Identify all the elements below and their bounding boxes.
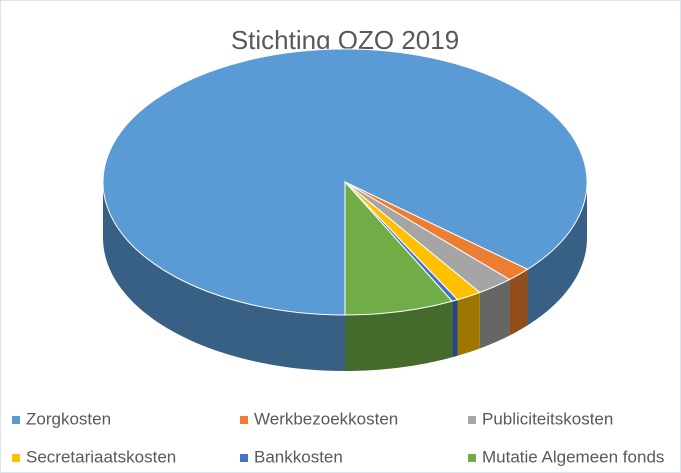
legend-label: Publiciteitskosten [482, 409, 613, 428]
legend-label: Zorgkosten [26, 409, 111, 428]
legend-swatch [240, 416, 248, 424]
legend-swatch [240, 454, 248, 462]
legend-swatch [468, 416, 476, 424]
slice-side [509, 269, 528, 336]
legend-label: Werkbezoekkosten [254, 409, 398, 428]
legend-label: Mutatie Algemeen fonds [482, 447, 664, 466]
legend-swatch [468, 454, 476, 462]
slice-side [527, 182, 587, 326]
legend: Zorgkosten Werkbezoekkosten Publiciteitsko… [12, 409, 664, 466]
pie [102, 48, 588, 371]
slice-side [103, 182, 345, 371]
slice [344, 180, 454, 316]
legend-swatch [12, 454, 20, 462]
legend-swatch [12, 416, 20, 424]
slice-side [479, 279, 510, 349]
slice-side [457, 292, 480, 356]
legend-label: Secretariaatskosten [26, 447, 176, 466]
slice-side [452, 299, 458, 358]
legend-label: Bankkosten [254, 447, 343, 466]
slice-side [345, 301, 453, 371]
